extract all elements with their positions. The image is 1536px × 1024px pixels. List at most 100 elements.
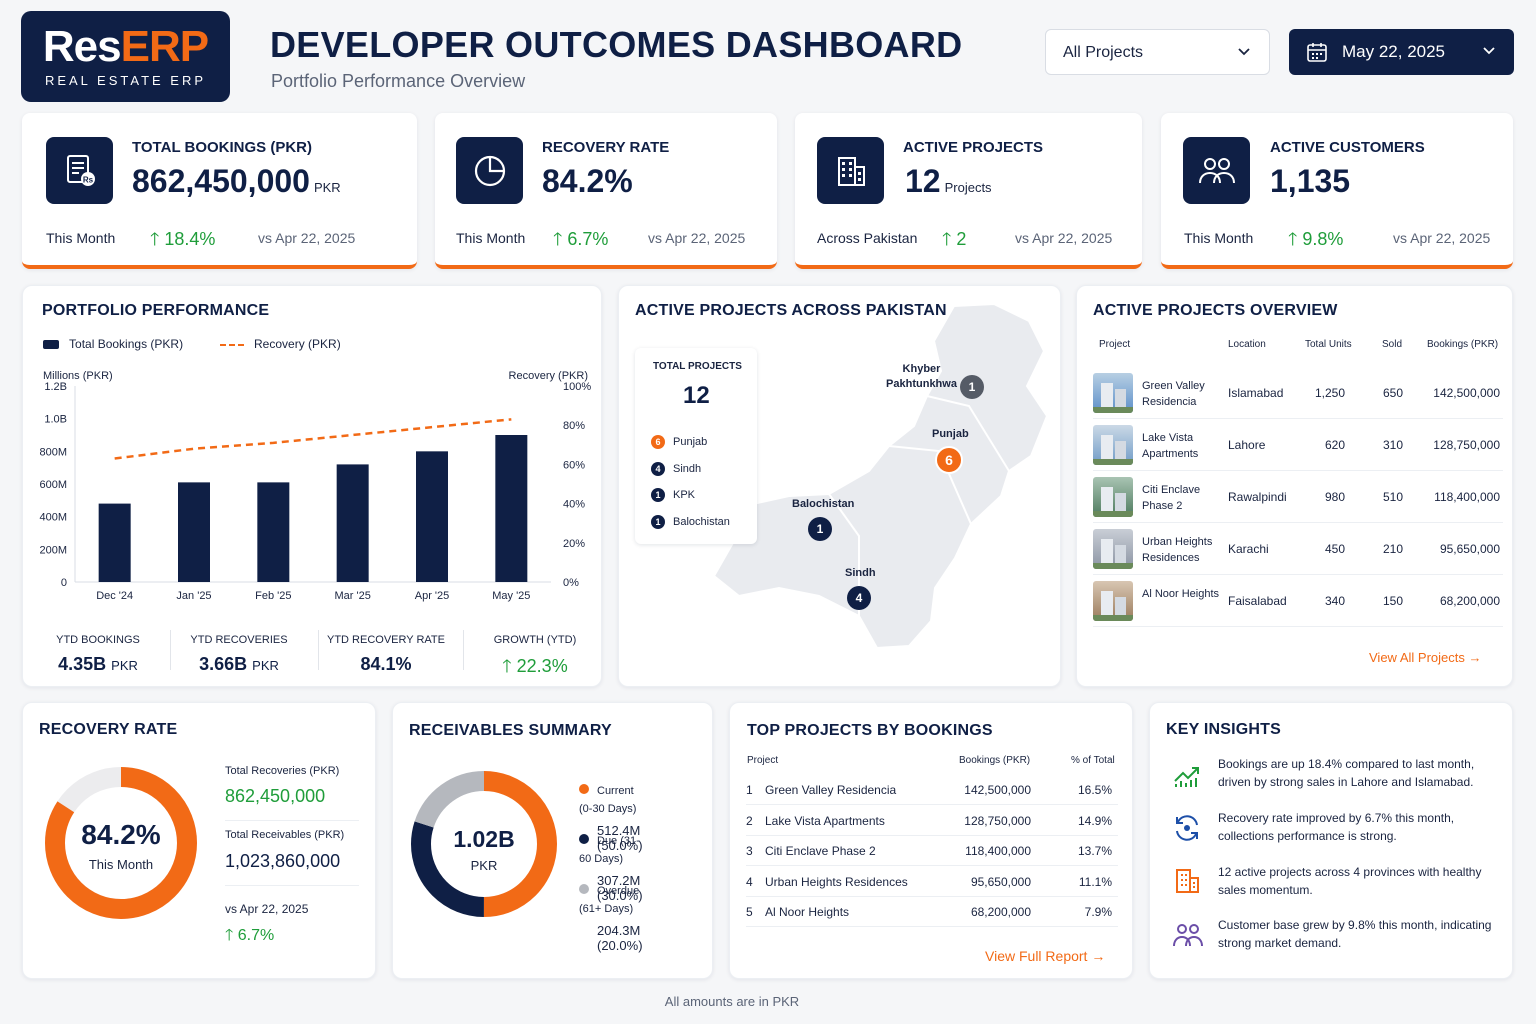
table-row[interactable]: Al Noor Heights Faisalabad 340 150 68,20… <box>1093 575 1503 627</box>
bar-bookings[interactable] <box>257 482 290 582</box>
column-header: Project <box>1099 339 1131 350</box>
table-row[interactable]: 2 Lake Vista Apartments 128,750,000 14.9… <box>746 806 1118 836</box>
page-title: DEVELOPER OUTCOMES DASHBOARD <box>270 24 963 65</box>
legend-item: Current (0-30 Days) 512.4M (50.0%) <box>579 784 643 853</box>
top-projects-card: TOP PROJECTS BY BOOKINGS Project Booking… <box>729 702 1133 979</box>
bar-bookings[interactable] <box>178 482 210 582</box>
project-bookings: 128,750,000 <box>1433 438 1500 452</box>
table-row[interactable]: Lake Vista Apartments Lahore 620 310 128… <box>1093 419 1503 471</box>
section-title: ACTIVE PROJECTS ACROSS PAKISTAN <box>635 302 947 319</box>
project-units: 620 <box>1324 438 1345 452</box>
bar-bookings[interactable] <box>336 464 369 582</box>
trend-up-icon <box>1174 767 1199 787</box>
table-row[interactable]: Green Valley Residencia Islamabad 1,250 … <box>1093 367 1503 419</box>
table-row[interactable]: Citi Enclave Phase 2 Rawalpindi 980 510 … <box>1093 471 1503 523</box>
project-filter-value: All Projects <box>1063 44 1144 61</box>
kpi-label: ACTIVE CUSTOMERS <box>1270 139 1425 156</box>
recovery-change: 🡑 6.7% <box>225 927 275 944</box>
table-row[interactable]: Urban Heights Residences Karachi 450 210… <box>1093 523 1503 575</box>
total-recoveries-label: Total Recoveries (PKR) <box>225 765 340 777</box>
project-name: Citi Enclave Phase 2 <box>1142 484 1201 512</box>
kpi-label: RECOVERY RATE <box>542 139 670 156</box>
receivables-summary-card: RECEIVABLES SUMMARY 1.02B PKR Current (0… <box>392 702 713 979</box>
users-icon <box>1173 924 1203 947</box>
project-name: Citi Enclave Phase 2 <box>765 844 876 858</box>
projects-overview-card: ACTIVE PROJECTS OVERVIEW Project Locatio… <box>1076 285 1513 687</box>
project-name: Lake Vista Apartments <box>765 813 885 828</box>
kpi-compare: vs Apr 22, 2025 <box>648 230 746 246</box>
view-all-projects-link[interactable]: View All Projects → <box>1369 650 1482 665</box>
view-full-report-link[interactable]: View Full Report → <box>985 948 1106 964</box>
left-axis-title: Millions (PKR) <box>43 370 113 382</box>
rank: 2 <box>746 813 753 828</box>
building-icon <box>817 137 884 204</box>
x-tick-label: May '25 <box>492 590 530 602</box>
map-marker-punjab[interactable]: 6 <box>935 446 963 474</box>
recovery-donut <box>45 767 197 919</box>
project-thumbnail <box>1093 581 1133 621</box>
y-tick-label: 800M <box>39 446 67 458</box>
table-row[interactable]: 3 Citi Enclave Phase 2 118,400,000 13.7% <box>746 836 1118 866</box>
date-picker-button[interactable]: May 22, 2025 <box>1289 29 1514 75</box>
map-marker-kpk[interactable]: 1 <box>960 375 984 399</box>
insight-text: 12 active projects across 4 provinces wi… <box>1218 865 1482 897</box>
stat-value: 84.1% <box>360 654 412 674</box>
table-row[interactable]: 5 Al Noor Heights 68,200,000 7.9% <box>746 897 1118 927</box>
key-insights-card: KEY INSIGHTS Bookings are up 18.4% compa… <box>1149 702 1513 979</box>
project-sold: 210 <box>1382 542 1403 556</box>
table-row[interactable]: 4 Urban Heights Residences 95,650,000 11… <box>746 867 1118 897</box>
map-marker-sindh[interactable]: 4 <box>847 586 871 610</box>
building-icon <box>1176 869 1199 893</box>
legend-item-punjab: 6 Punjab <box>651 435 707 449</box>
project-bookings: 142,500,000 <box>1433 386 1500 400</box>
kpi-period: This Month <box>456 230 526 246</box>
project-percent: 13.7% <box>1077 844 1112 858</box>
project-units: 450 <box>1324 542 1345 556</box>
kpi-compare: vs Apr 22, 2025 <box>1393 230 1491 246</box>
kpi-total-bookings: Rs TOTAL BOOKINGS (PKR) 862,450,000 PKR T… <box>22 113 417 269</box>
rank: 1 <box>746 783 753 797</box>
invoice-rupee-icon: Rs <box>46 137 113 204</box>
project-bookings: 118,400,000 <box>965 844 1031 858</box>
donut-segment <box>411 771 557 917</box>
y-tick-label: 600M <box>39 479 67 491</box>
column-header: % of Total <box>1071 755 1115 766</box>
table-row[interactable]: 1 Green Valley Residencia 142,500,000 16… <box>746 775 1118 805</box>
project-thumbnail <box>1093 477 1133 517</box>
project-sold: 310 <box>1382 438 1403 452</box>
line-recovery[interactable] <box>114 418 512 460</box>
project-bookings: 142,500,000 <box>964 783 1031 797</box>
stat-label: YTD BOOKINGS <box>56 634 140 646</box>
column-header: Bookings (PKR) <box>959 755 1031 766</box>
kpi-change: 🡑 18.4% <box>150 229 216 249</box>
project-location: Rawalpindi <box>1228 490 1287 504</box>
stat-value: 3.66B PKR <box>199 654 279 674</box>
project-location: Faisalabad <box>1228 594 1287 608</box>
kpi-active-projects: ACTIVE PROJECTS 12 Projects Across Pakist… <box>795 113 1142 269</box>
project-percent: 16.5% <box>1077 783 1112 797</box>
project-bookings: 95,650,000 <box>1439 542 1500 556</box>
y2-tick-label: 0% <box>563 577 579 589</box>
total-recoveries-value: 862,450,000 <box>225 786 326 806</box>
project-sold: 650 <box>1382 386 1403 400</box>
project-name: Green Valley Residencia <box>1142 380 1205 408</box>
column-header: Project <box>747 755 779 766</box>
column-header: Bookings (PKR) <box>1427 339 1499 350</box>
bar-bookings[interactable] <box>416 451 448 582</box>
chevron-down-icon <box>1238 48 1250 56</box>
project-bookings: 118,400,000 <box>1434 490 1500 504</box>
bar-bookings[interactable] <box>98 503 131 582</box>
project-bookings: 68,200,000 <box>1439 594 1500 608</box>
bar-bookings[interactable] <box>495 435 528 582</box>
map-label-sindh: Sindh <box>845 567 876 579</box>
map-marker-balochistan[interactable]: 1 <box>808 517 832 541</box>
users-icon <box>1183 137 1250 204</box>
project-name: Urban Heights Residences <box>1142 536 1213 564</box>
legend-recovery: Recovery (PKR) <box>220 337 341 351</box>
project-units: 980 <box>1324 490 1345 504</box>
kpi-value: 862,450,000 PKR <box>132 163 341 199</box>
rank: 3 <box>746 844 753 858</box>
stat-value: 🡑 22.3% <box>502 656 568 676</box>
project-filter-select[interactable]: All Projects <box>1045 29 1270 75</box>
